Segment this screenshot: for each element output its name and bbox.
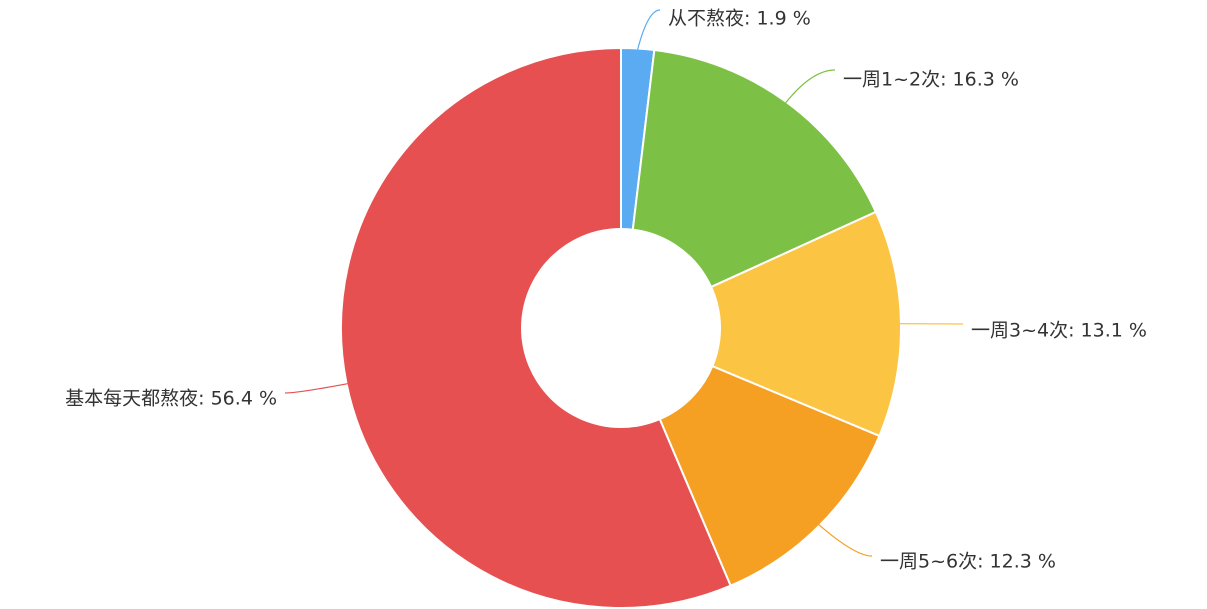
slice-label-0: 从不熬夜: 1.9 % [668, 8, 811, 30]
leader-line-1 [785, 69, 836, 104]
leader-line-4 [284, 383, 348, 394]
leader-line-0 [637, 9, 661, 50]
leader-lines-group [284, 9, 964, 557]
labels-group: 从不熬夜: 1.9 % 一周1~2次: 16.3 % 一周3~4次: 13.1 % 一… [65, 8, 1147, 573]
slice-label-4: 基本每天都熬夜: 56.4 % [65, 388, 277, 410]
donut-hole [521, 228, 721, 428]
slice-label-2: 一周3~4次: 13.1 % [971, 320, 1147, 342]
slice-label-1: 一周1~2次: 16.3 % [843, 69, 1019, 91]
leader-line-3 [818, 524, 873, 557]
slice-label-3: 一周5~6次: 12.3 % [880, 551, 1056, 573]
